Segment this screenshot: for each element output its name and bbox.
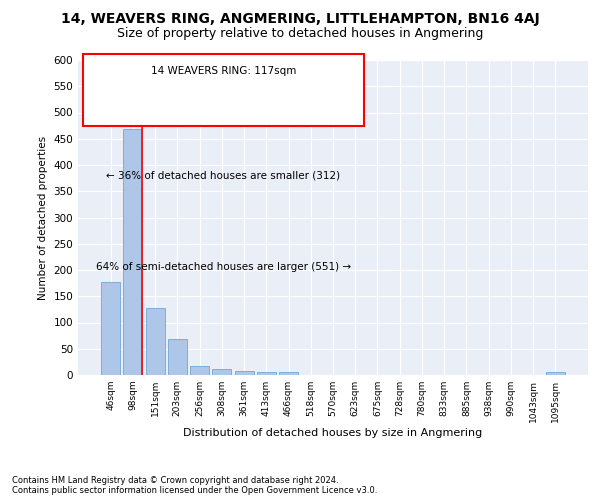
Text: Contains public sector information licensed under the Open Government Licence v3: Contains public sector information licen…	[12, 486, 377, 495]
Bar	[257, 372, 276, 375]
Bar	[83, 54, 364, 126]
Bar	[212, 369, 231, 375]
Bar	[235, 372, 254, 375]
Text: Contains HM Land Registry data © Crown copyright and database right 2024.: Contains HM Land Registry data © Crown c…	[12, 476, 338, 485]
Text: 14, WEAVERS RING, ANGMERING, LITTLEHAMPTON, BN16 4AJ: 14, WEAVERS RING, ANGMERING, LITTLEHAMPT…	[61, 12, 539, 26]
Bar	[546, 372, 565, 375]
Text: 64% of semi-detached houses are larger (551) →: 64% of semi-detached houses are larger (…	[96, 262, 351, 272]
Text: Size of property relative to detached houses in Angmering: Size of property relative to detached ho…	[117, 28, 483, 40]
Text: ← 36% of detached houses are smaller (312): ← 36% of detached houses are smaller (31…	[106, 170, 340, 180]
Y-axis label: Number of detached properties: Number of detached properties	[38, 136, 48, 300]
Bar	[279, 372, 298, 375]
Bar	[146, 308, 164, 375]
Text: 14 WEAVERS RING: 117sqm: 14 WEAVERS RING: 117sqm	[151, 66, 296, 76]
Bar	[124, 130, 142, 375]
Bar	[168, 339, 187, 375]
Bar	[101, 282, 120, 375]
X-axis label: Distribution of detached houses by size in Angmering: Distribution of detached houses by size …	[184, 428, 482, 438]
Bar	[190, 366, 209, 375]
